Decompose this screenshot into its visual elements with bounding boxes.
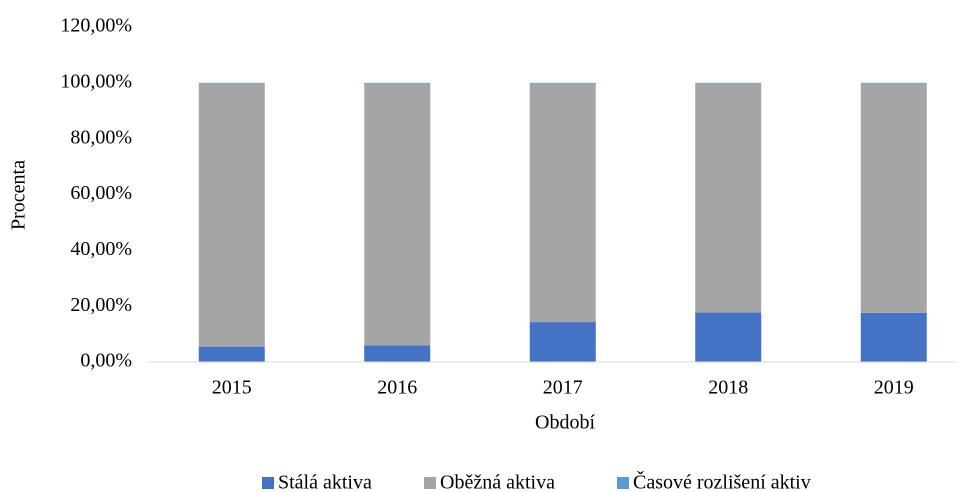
y-tick-label: 100,00% bbox=[60, 70, 132, 92]
legend-label: Časové rozlišení aktiv bbox=[633, 470, 811, 492]
bar-segment bbox=[529, 83, 596, 323]
y-tick-label: 20,00% bbox=[70, 294, 132, 316]
legend-label: Stálá aktiva bbox=[278, 472, 372, 492]
x-tick-label: 2016 bbox=[377, 377, 417, 399]
y-tick-label: 80,00% bbox=[70, 126, 132, 148]
bar-segment bbox=[364, 83, 431, 346]
legend-swatch bbox=[424, 477, 436, 489]
y-tick-label: 40,00% bbox=[70, 238, 132, 260]
bar-segment bbox=[198, 83, 265, 347]
x-tick-label: 2018 bbox=[708, 377, 748, 399]
y-axis-label: Procenta bbox=[8, 160, 30, 230]
x-axis-label: Období bbox=[535, 412, 595, 434]
bar-segment bbox=[860, 82, 927, 84]
bar-segment bbox=[529, 322, 596, 362]
y-tick-label: 120,00% bbox=[60, 15, 132, 37]
legend-swatch bbox=[262, 477, 274, 489]
legend-label: Oběžná aktiva bbox=[440, 472, 555, 492]
bar-segment bbox=[364, 345, 431, 362]
bar-segment bbox=[860, 312, 927, 362]
y-tick-label: 0,00% bbox=[80, 350, 132, 372]
bar-segment bbox=[695, 312, 762, 362]
bar-segment bbox=[695, 82, 762, 84]
x-tick-label: 2019 bbox=[874, 377, 914, 399]
bar-segment bbox=[529, 82, 596, 84]
x-tick-label: 2017 bbox=[543, 377, 583, 399]
legend-swatch bbox=[617, 477, 629, 489]
bar-segment bbox=[198, 82, 265, 84]
bar-segment bbox=[198, 346, 265, 362]
x-tick-label: 2015 bbox=[212, 377, 252, 399]
y-tick-label: 60,00% bbox=[70, 182, 132, 204]
bar-segment bbox=[860, 83, 927, 313]
bar-segment bbox=[364, 82, 431, 84]
bar-segment bbox=[695, 83, 762, 313]
